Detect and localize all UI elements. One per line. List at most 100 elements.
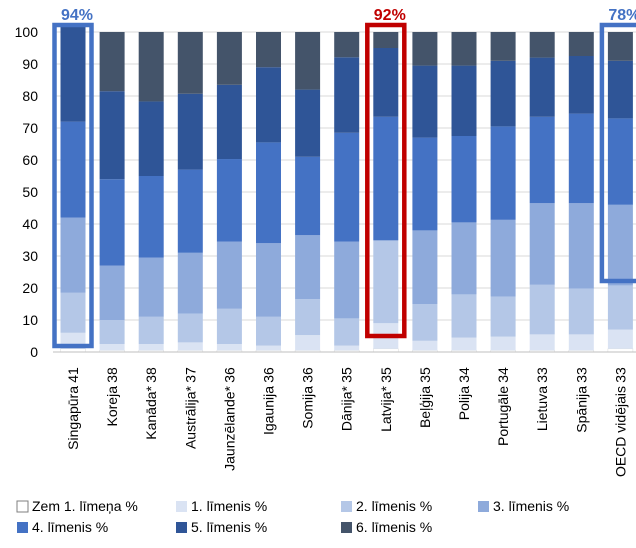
bar-segment	[412, 32, 438, 66]
category-label: Lietuva	[534, 386, 550, 431]
bar-segment	[99, 320, 125, 344]
bar-segment	[490, 296, 516, 337]
bar-segment	[334, 32, 360, 58]
y-tick-label: 70	[22, 120, 38, 136]
y-tick-label: 20	[22, 280, 38, 296]
bar-segment	[568, 32, 594, 56]
y-tick-label: 0	[30, 344, 38, 360]
bar-segment	[60, 292, 86, 333]
bar-segment	[216, 344, 242, 351]
bar-segment	[138, 344, 164, 351]
category-label: Austrālija*	[182, 385, 198, 449]
bar-segment	[256, 345, 281, 351]
category-label: Beļģija	[417, 386, 433, 428]
legend-swatch	[478, 501, 489, 512]
bar-segment	[295, 235, 321, 300]
legend-swatch	[341, 522, 352, 533]
bar-segment	[451, 65, 477, 136]
legend-swatch	[176, 522, 187, 533]
bar-segment	[490, 219, 516, 297]
bar-segment	[216, 159, 242, 242]
y-tick-label: 10	[22, 312, 38, 328]
bar-segment	[451, 337, 477, 351]
category-total-label: 33	[534, 367, 550, 383]
bar-segment	[490, 60, 516, 127]
bar-segment	[99, 91, 125, 180]
bar-segment	[607, 204, 633, 286]
y-tick-label: 50	[22, 184, 38, 200]
bar-segment	[256, 142, 281, 244]
bar-segment	[99, 179, 125, 266]
y-tick-label: 90	[22, 56, 38, 72]
bar-segment	[99, 344, 125, 351]
bar-segment	[99, 32, 125, 92]
bar-segment	[334, 132, 360, 242]
legend-label: 4. līmenis %	[32, 519, 108, 535]
bar-segment	[568, 334, 594, 351]
bar-segment	[177, 252, 203, 314]
bar-segment	[295, 299, 321, 336]
highlight-label: 92%	[374, 7, 406, 24]
bar-segment	[529, 284, 555, 335]
bar-segment	[529, 57, 555, 117]
bar-segment	[216, 84, 242, 160]
category-label: Kanāda*	[143, 385, 159, 439]
bar-segment	[138, 176, 164, 258]
bar-segment	[99, 265, 125, 320]
bar-segment	[568, 56, 594, 114]
bar-segment	[451, 136, 477, 223]
legend-swatch	[16, 500, 29, 513]
bar-segment	[412, 304, 438, 341]
bar-segment	[177, 93, 203, 170]
bar-segment	[607, 60, 633, 119]
bar-segment	[607, 329, 633, 349]
legend-label: 3. līmenis %	[493, 498, 569, 514]
bar-segment	[568, 203, 594, 289]
category-label: Singapūra	[65, 386, 81, 450]
category-label: Igaunija	[261, 386, 277, 435]
category-total-label: 36	[261, 367, 277, 383]
bar-segment	[60, 121, 86, 218]
category-label: Koreja	[104, 386, 120, 427]
bar-segment	[177, 342, 203, 351]
bar-segment	[607, 118, 633, 205]
category-label: Jaunzēlande*	[221, 385, 237, 470]
bar-segment	[216, 308, 242, 344]
bar-segment	[256, 32, 281, 68]
bar-segment	[529, 116, 555, 204]
bar-segment	[60, 25, 86, 122]
bar-segment	[373, 240, 399, 241]
bar-segment	[568, 113, 594, 204]
category-total-label: 36	[221, 367, 237, 383]
y-tick-label: 80	[22, 88, 38, 104]
category-label: Somija	[300, 386, 316, 429]
bar-segment	[138, 101, 164, 176]
bar-segment	[138, 316, 164, 344]
highlight-frame	[52, 22, 94, 349]
category-total-label: 34	[495, 367, 511, 383]
bar-segment	[451, 32, 477, 66]
bar-segment	[177, 32, 203, 94]
category-total-label: 35	[339, 367, 355, 383]
category-total-label: 37	[182, 367, 198, 383]
bar-segment	[373, 240, 399, 324]
category-total-label: 41	[65, 367, 81, 383]
bar-segment	[216, 241, 242, 309]
bar-segment	[568, 288, 594, 335]
bar-segment	[451, 294, 477, 338]
bar-segment	[373, 116, 399, 240]
category-label: Spānija	[573, 386, 589, 433]
bar-segment	[256, 243, 281, 317]
bar-segment	[490, 336, 516, 351]
bar-segment	[256, 316, 281, 346]
category-label: OECD vidējais	[612, 386, 628, 477]
category-total-label: 34	[456, 367, 472, 383]
legend-label: 1. līmenis %	[191, 498, 267, 514]
bar-segment	[607, 32, 633, 61]
category-total-label: 33	[612, 367, 628, 383]
bar-segment	[490, 126, 516, 220]
category-total-label: 36	[300, 367, 316, 383]
bar-segment	[177, 313, 203, 343]
bar-segment	[295, 156, 321, 236]
y-tick-label: 60	[22, 152, 38, 168]
